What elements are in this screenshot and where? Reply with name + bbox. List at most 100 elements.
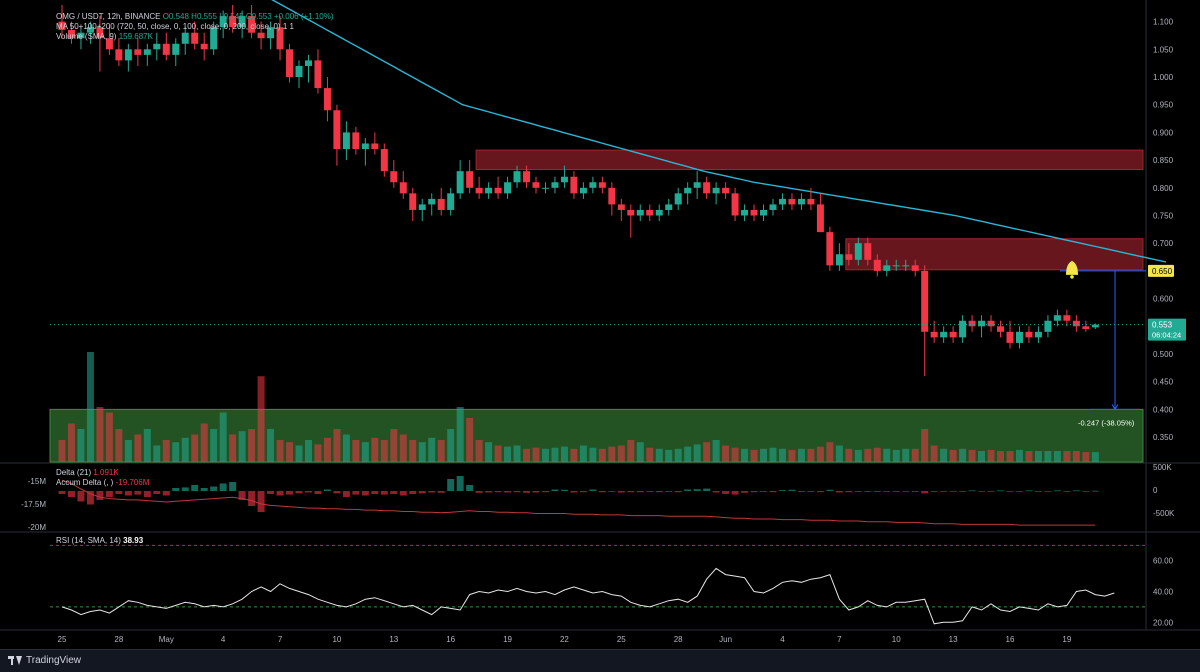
candle: [873, 254, 881, 277]
delta-bar: [665, 491, 673, 492]
candle: [921, 265, 929, 377]
volume-bar: [210, 429, 218, 462]
candle: [835, 243, 843, 271]
delta-bar: [778, 490, 786, 491]
candle: [172, 38, 180, 66]
volume-bar: [523, 448, 531, 462]
candle-body: [409, 193, 417, 210]
volume-bar: [797, 448, 805, 462]
candle: [750, 204, 758, 222]
candle-body: [788, 198, 796, 205]
price-tick-label: 0.350: [1153, 433, 1174, 442]
candle: [703, 176, 711, 199]
candle: [295, 60, 303, 89]
candle-body: [684, 187, 692, 194]
price-tick-label: 0.400: [1153, 405, 1174, 414]
volume-bar: [1063, 451, 1071, 462]
delta-bar: [598, 491, 606, 493]
candle-body: [1044, 320, 1052, 332]
delta-bar: [323, 489, 331, 491]
chart-canvas[interactable]: -0.247 (-38.05%) -15M -17.5M -20M 500K 0 -500…: [0, 0, 1200, 649]
volume-bar: [579, 445, 587, 462]
volume-bar: [750, 449, 758, 462]
volume-bar: [314, 444, 322, 462]
volume-bar: [447, 429, 455, 462]
delta-bar: [466, 485, 474, 491]
candle: [674, 187, 682, 210]
delta-bar: [257, 491, 265, 512]
legend-ma: MA 50+100+200 (720, 50, close, 0, 100, c…: [56, 22, 281, 31]
candle: [504, 176, 512, 199]
candle: [361, 137, 369, 166]
chart-background: [0, 0, 1200, 649]
volume-bar: [1015, 449, 1023, 462]
alert-price-badge: [1148, 264, 1174, 277]
bell-shape: [1066, 260, 1078, 275]
candle-body: [485, 187, 493, 194]
candle-body: [627, 209, 635, 216]
candle: [797, 193, 805, 210]
tradingview-brand[interactable]: TradingView: [8, 655, 81, 666]
candle: [418, 198, 426, 222]
candle-body: [608, 187, 616, 205]
delta-bar: [504, 491, 512, 493]
legend-volume-row: Volume (SMA, 9) 159.687K: [56, 32, 153, 42]
candle-body: [598, 182, 606, 188]
delta-bar: [769, 491, 777, 493]
candle-body: [978, 320, 986, 327]
countdown-text: 06:04:24: [1152, 331, 1181, 340]
candle: [816, 193, 824, 233]
delta-bar: [418, 491, 426, 494]
volume-bar: [219, 412, 227, 462]
volume-bar: [608, 446, 616, 462]
candle-body: [835, 254, 843, 266]
grid-lines: [0, 0, 1200, 649]
rsi-tick-label: 60.00: [1153, 557, 1174, 566]
candle-body: [77, 32, 85, 39]
delta-bar: [646, 491, 654, 492]
candle-body: [286, 49, 294, 78]
candle-body: [750, 209, 758, 216]
volume-bar: [978, 451, 986, 462]
candle-body: [295, 65, 303, 78]
candle: [693, 171, 701, 199]
candle: [1034, 326, 1042, 343]
volume-bar: [788, 449, 796, 462]
candle-body: [902, 265, 910, 267]
candle-body: [741, 209, 749, 216]
volume-bar: [760, 448, 768, 462]
delta-bar: [674, 491, 682, 493]
time-tick-label: May: [159, 635, 174, 644]
candle-body: [361, 143, 369, 150]
volume-bar: [921, 429, 929, 462]
volume-bar: [598, 448, 606, 462]
delta-right-tick: -500K: [1153, 509, 1175, 518]
moving-average-line: [271, 0, 1167, 263]
candle-body: [276, 27, 284, 50]
delta-bar: [589, 489, 597, 491]
volume-bar: [1034, 451, 1042, 462]
legend-symbol: OMG / USDT, 12h, BINANCE: [56, 12, 161, 21]
delta-bar: [655, 491, 663, 493]
volume-bar: [940, 448, 948, 462]
delta-bar: [58, 491, 66, 494]
delta-bar: [361, 491, 369, 496]
candle: [1006, 320, 1014, 349]
candle: [352, 126, 360, 155]
volume-bar: [968, 449, 976, 462]
volume-bar: [475, 440, 483, 462]
time-tick-label: 19: [1062, 635, 1071, 644]
volume-bar: [380, 440, 388, 462]
price-tick-label: 0.700: [1153, 239, 1174, 248]
delta-bar: [1082, 491, 1090, 492]
price-tick-label: 1.000: [1153, 73, 1174, 82]
time-tick-label: 13: [949, 635, 958, 644]
candle: [342, 121, 350, 161]
candle: [115, 38, 123, 66]
delta-bar: [807, 491, 815, 492]
alert-bell-icon[interactable]: [1066, 260, 1078, 279]
rsi-line: [61, 567, 1115, 625]
volume-bar: [229, 434, 237, 462]
candle-body: [987, 320, 995, 327]
volume-bar: [115, 429, 123, 462]
